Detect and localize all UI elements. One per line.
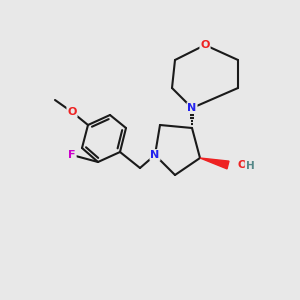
Text: O: O xyxy=(237,160,247,170)
Text: N: N xyxy=(188,103,196,113)
Text: H: H xyxy=(246,161,254,171)
Text: O: O xyxy=(200,40,210,50)
Text: N: N xyxy=(150,150,160,160)
Polygon shape xyxy=(200,158,229,169)
Text: O: O xyxy=(67,107,77,117)
Text: F: F xyxy=(68,150,76,160)
